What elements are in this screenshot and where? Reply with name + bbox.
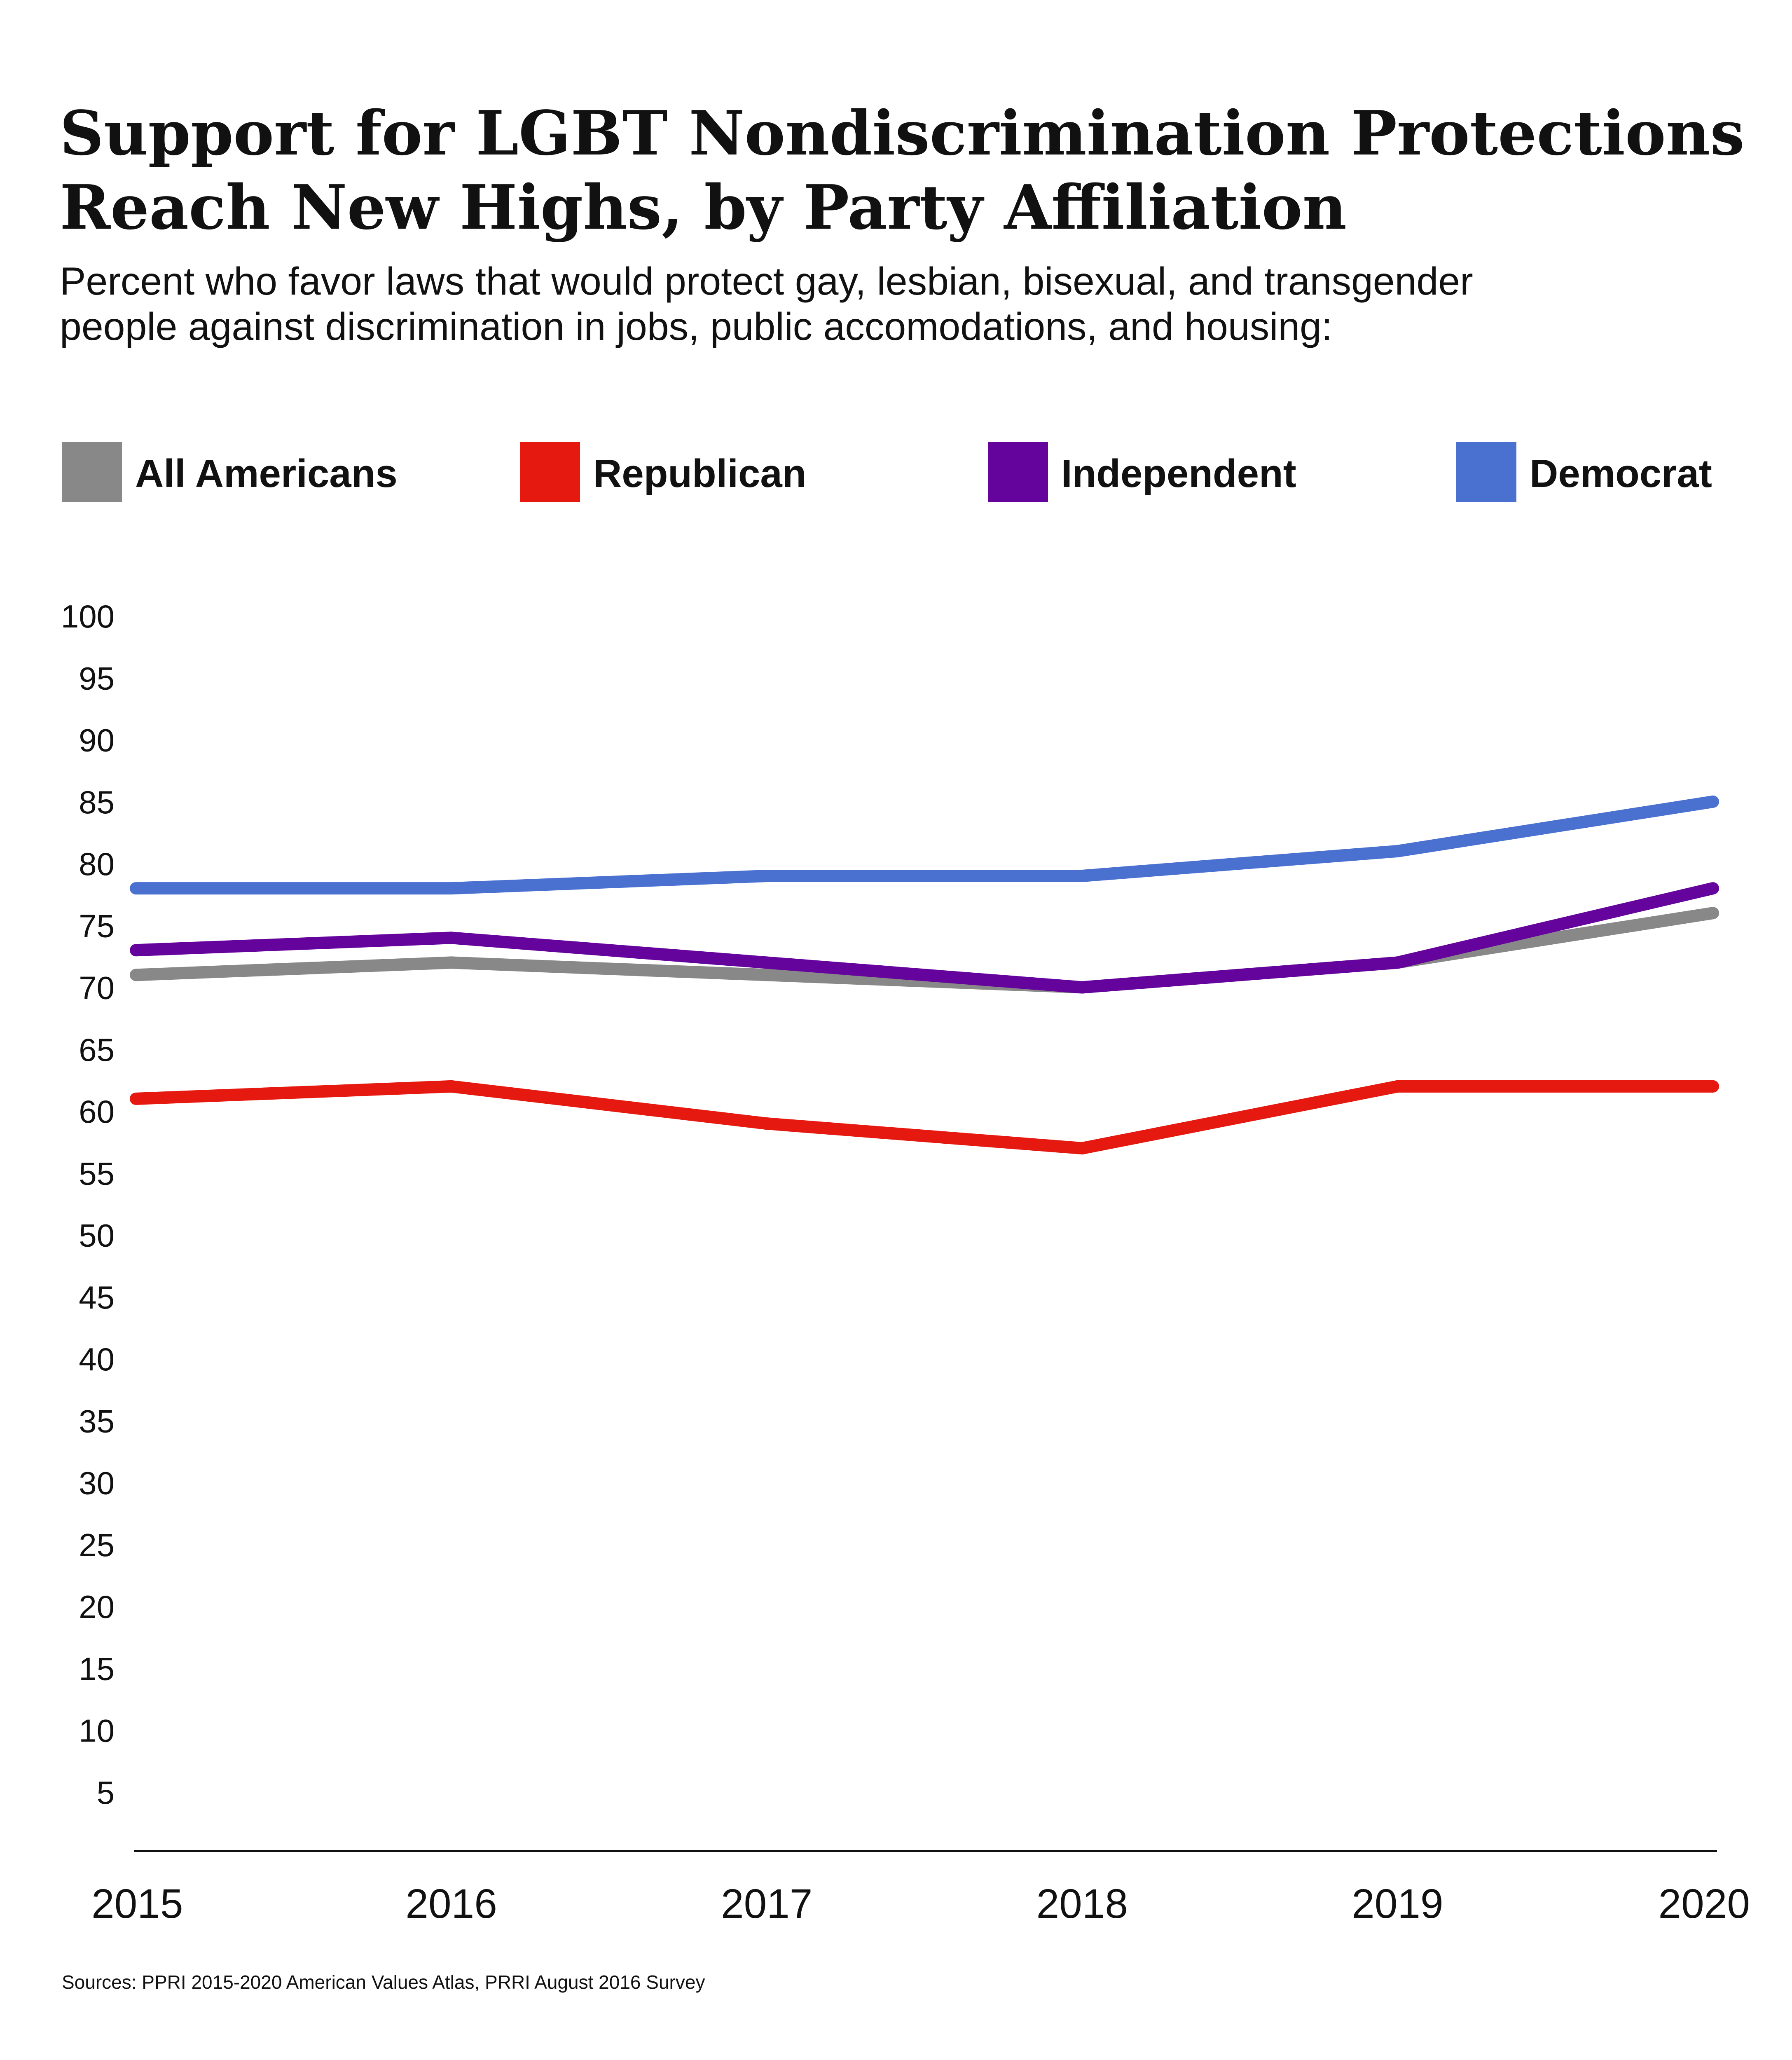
subtitle-line-2: people against discrimination in jobs, p… [60,305,1332,349]
y-tick-label-25: 25 [79,1527,115,1563]
legend: All Americans Republican Independent Democr… [62,442,1712,502]
y-tick-label-85: 85 [79,784,115,820]
y-tick-label-30: 30 [79,1465,115,1501]
legend-label-democrat: Democrat [1530,452,1712,496]
y-tick-label-45: 45 [79,1279,115,1316]
data-point-republican-2016 [445,1080,458,1093]
data-point-all-americans-2020 [1707,907,1719,920]
y-tick-label-70: 70 [79,970,115,1006]
data-point-independent-2018 [1076,981,1088,994]
y-tick-label-55: 55 [79,1155,115,1192]
legend-item-republican: Republican [520,442,806,502]
data-point-republican-2019 [1391,1080,1404,1093]
x-tick-label-2018: 2018 [1036,1881,1128,1927]
y-tick-label-80: 80 [79,846,115,882]
data-point-all-americans-2017 [760,969,773,981]
y-tick-label-95: 95 [79,660,115,696]
source-note: Sources: PPRI 2015-2020 American Values … [62,1971,705,1993]
data-point-independent-2016 [445,932,458,944]
data-point-republican-2020 [1707,1080,1719,1093]
data-point-independent-2020 [1707,882,1719,895]
title-line-1: Support for LGBT Nondiscrimination Prote… [60,97,1745,169]
legend-swatch-independent [988,442,1048,502]
data-point-democrat-2018 [1076,870,1088,882]
y-tick-label-40: 40 [79,1341,115,1377]
chart-title: Support for LGBT Nondiscrimination Prote… [60,97,1745,243]
legend-item-democrat: Democrat [1456,442,1712,502]
y-tick-label-90: 90 [79,722,115,758]
title-line-2: Reach New Highs, by Party Affiliation [60,171,1347,243]
y-tick-label-35: 35 [79,1403,115,1439]
data-point-republican-2017 [760,1117,773,1130]
data-point-independent-2019 [1391,956,1404,969]
data-point-all-americans-2015 [130,969,142,981]
data-point-democrat-2020 [1707,795,1719,808]
y-tick-label-20: 20 [79,1589,115,1625]
data-point-democrat-2017 [760,870,773,882]
x-tick-label-2015: 2015 [91,1881,183,1927]
y-tick-label-60: 60 [79,1093,115,1130]
data-point-republican-2018 [1076,1142,1088,1155]
legend-swatch-republican [520,442,580,502]
data-point-democrat-2015 [130,882,142,895]
series-line-democrat [136,795,1714,895]
x-axis: 2015 2016 2017 2018 2019 2020 [91,1881,1750,1927]
legend-label-republican: Republican [593,452,806,496]
y-tick-label-100: 100 [61,598,115,634]
y-tick-label-10: 10 [79,1713,115,1749]
data-point-democrat-2016 [445,882,458,895]
subtitle-line-1: Percent who favor laws that would protec… [60,260,1473,303]
x-tick-label-2020: 2020 [1659,1881,1750,1927]
data-point-independent-2015 [130,944,142,957]
data-point-all-americans-2016 [445,956,458,969]
x-tick-label-2016: 2016 [405,1881,497,1927]
legend-swatch-all-americans [62,442,122,502]
y-tick-label-50: 50 [79,1217,115,1254]
legend-item-all-americans: All Americans [62,442,398,502]
series-line-republican [136,1080,1713,1155]
legend-item-independent: Independent [988,442,1296,502]
data-point-democrat-2019 [1391,845,1404,857]
y-tick-label-65: 65 [79,1032,115,1068]
legend-swatch-democrat [1456,442,1516,502]
data-point-independent-2017 [760,956,773,969]
chart-subtitle: Percent who favor laws that would protec… [60,260,1473,349]
x-tick-label-2019: 2019 [1352,1881,1443,1927]
legend-label-independent: Independent [1061,452,1296,496]
y-tick-label-15: 15 [79,1650,115,1687]
series-lines [130,795,1719,1155]
y-axis: 5 10 15 20 25 30 35 40 45 50 55 60 65 70 75 80 85 90 95 100 [61,598,115,1811]
legend-label-all-americans: All Americans [135,452,398,496]
series-line-independent [136,882,1715,994]
y-tick-label-5: 5 [97,1774,115,1811]
y-tick-label-75: 75 [79,908,115,944]
x-tick-label-2017: 2017 [721,1881,812,1927]
data-point-republican-2015 [130,1092,142,1105]
